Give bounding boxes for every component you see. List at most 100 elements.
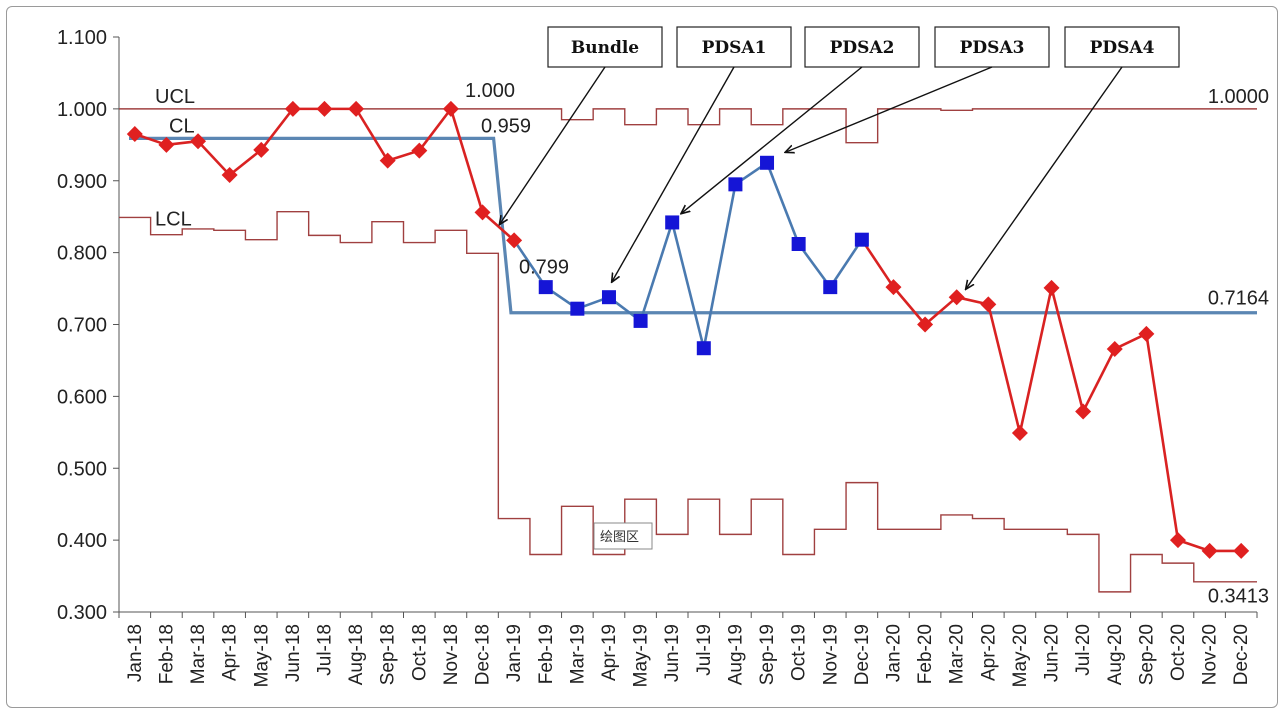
x-tick-label: Jan-19 — [504, 624, 525, 682]
x-tick-label: Aug-18 — [346, 624, 367, 685]
data-point-blue — [791, 237, 806, 251]
data-point-blue — [854, 232, 869, 247]
chart-labels: UCL CL LCL 1.000 0.959 0.799 1.0000 0.71… — [155, 80, 1269, 607]
data-point-red — [126, 126, 143, 143]
series-segment — [987, 304, 1022, 434]
series-segment — [354, 108, 389, 162]
series-segment — [702, 184, 737, 349]
data-point-blue — [570, 301, 585, 316]
x-tick-label: Apr-20 — [978, 624, 999, 681]
data-point-blue — [601, 290, 616, 305]
annotation-box — [547, 26, 663, 68]
x-tick-label: Feb-20 — [915, 624, 936, 684]
cl-value-label-1: 0.959 — [481, 115, 531, 137]
ucl-line — [119, 108, 1257, 144]
ucl-value-label-2: 1.0000 — [1208, 86, 1269, 108]
data-point-red — [1011, 425, 1028, 442]
x-tick-label: Sep-20 — [1136, 624, 1157, 685]
data-point-red — [1233, 542, 1250, 559]
data-point-red — [190, 133, 207, 150]
x-tick-label: Dec-20 — [1231, 624, 1252, 685]
data-point-red — [474, 204, 491, 221]
x-tick-label: Mar-18 — [188, 624, 209, 684]
y-tick-label: 1.000 — [57, 99, 107, 121]
x-tick-label: Sep-19 — [757, 624, 778, 685]
lcl-value-label-1: 0.799 — [519, 256, 569, 278]
annotation-label: PDSA4 — [1090, 38, 1155, 58]
data-point-red — [980, 296, 997, 313]
series-segment — [1018, 287, 1053, 434]
x-tick-label: Dec-19 — [852, 624, 873, 685]
series-segment — [924, 296, 958, 326]
series-segment — [260, 108, 294, 151]
x-tick-label: Oct-19 — [789, 624, 810, 681]
annotation-arrow — [500, 66, 606, 224]
tooltip-text: 绘图区 — [600, 530, 639, 545]
series-segment — [892, 286, 927, 326]
annotation-label: PDSA2 — [830, 38, 895, 58]
annotation-arrow — [966, 66, 1123, 289]
series-segment — [228, 148, 263, 177]
series-lines — [134, 107, 1242, 553]
data-point-blue — [760, 155, 775, 170]
data-point-red — [411, 142, 428, 159]
chart-frame: 0.300 0.400 0.500 0.600 0.700 0.800 0.900 1.000… — [6, 6, 1278, 708]
x-tick-label: Aug-20 — [1105, 624, 1126, 685]
series-segment — [765, 162, 800, 245]
annotation-label: PDSA3 — [960, 38, 1025, 58]
x-tick-label: May-19 — [631, 624, 652, 687]
annotation-arrow — [612, 66, 735, 281]
y-tick-label: 0.300 — [57, 602, 107, 624]
annotation-box — [1064, 26, 1180, 68]
lcl-value-label-2: 0.3413 — [1208, 585, 1269, 607]
series-segment — [797, 243, 832, 288]
y-tick-label: 0.700 — [57, 315, 107, 337]
data-point-blue — [538, 280, 553, 295]
x-tick-label: Mar-20 — [947, 624, 968, 684]
x-tick-label: Jul-18 — [314, 624, 335, 676]
y-tick-label: 0.400 — [57, 530, 107, 552]
x-tick-label: Jul-20 — [1073, 624, 1094, 676]
x-tick-label: Sep-18 — [378, 624, 399, 685]
x-tick-label: Apr-18 — [220, 624, 241, 681]
x-tick-label: Oct-18 — [409, 624, 430, 681]
tooltip-box — [593, 522, 653, 550]
data-point-red — [221, 167, 238, 183]
data-point-blue — [696, 341, 711, 356]
x-tick-label: Jun-18 — [283, 624, 304, 682]
x-tick-label: Jan-18 — [125, 624, 146, 682]
x-tick-label: Jun-19 — [662, 624, 683, 682]
x-tick-label: Nov-20 — [1200, 624, 1221, 685]
x-axis-ticks: Jan-18 Feb-18 Mar-18 Apr-18 May-18 Jun-18 Jul-… — [118, 612, 1258, 687]
x-tick-label: May-20 — [1010, 624, 1031, 687]
series-segment — [860, 238, 895, 288]
x-tick-label: Oct-20 — [1168, 624, 1189, 681]
cl-value-label-2: 0.7164 — [1208, 288, 1269, 310]
cl-label: CL — [169, 115, 195, 137]
x-tick-label: Feb-19 — [536, 624, 557, 684]
x-tick-label: May-18 — [251, 624, 272, 687]
plot-area-tooltip: 绘图区 — [593, 522, 653, 550]
ucl-value-label: 1.000 — [465, 80, 515, 102]
series-segment — [513, 239, 547, 288]
series-segment — [1081, 348, 1116, 413]
control-limits — [119, 108, 1257, 593]
annotation-box — [804, 26, 920, 68]
x-tick-label: Jan-20 — [883, 624, 904, 682]
data-point-red — [158, 136, 175, 153]
series-points — [126, 100, 1250, 559]
series-segment — [670, 222, 706, 349]
data-point-blue — [728, 177, 743, 192]
x-tick-label: Dec-18 — [473, 624, 494, 685]
data-point-red — [1106, 340, 1123, 357]
series-segment — [449, 108, 484, 213]
y-tick-label: 0.900 — [57, 171, 107, 193]
data-point-red — [1075, 403, 1092, 420]
y-tick-label: 0.600 — [57, 386, 107, 408]
data-point-red — [284, 100, 301, 117]
x-tick-label: Aug-19 — [725, 624, 746, 685]
data-point-blue — [633, 313, 648, 328]
data-point-red — [1201, 542, 1218, 559]
lcl-line — [119, 210, 1257, 593]
series-segment — [197, 140, 231, 176]
